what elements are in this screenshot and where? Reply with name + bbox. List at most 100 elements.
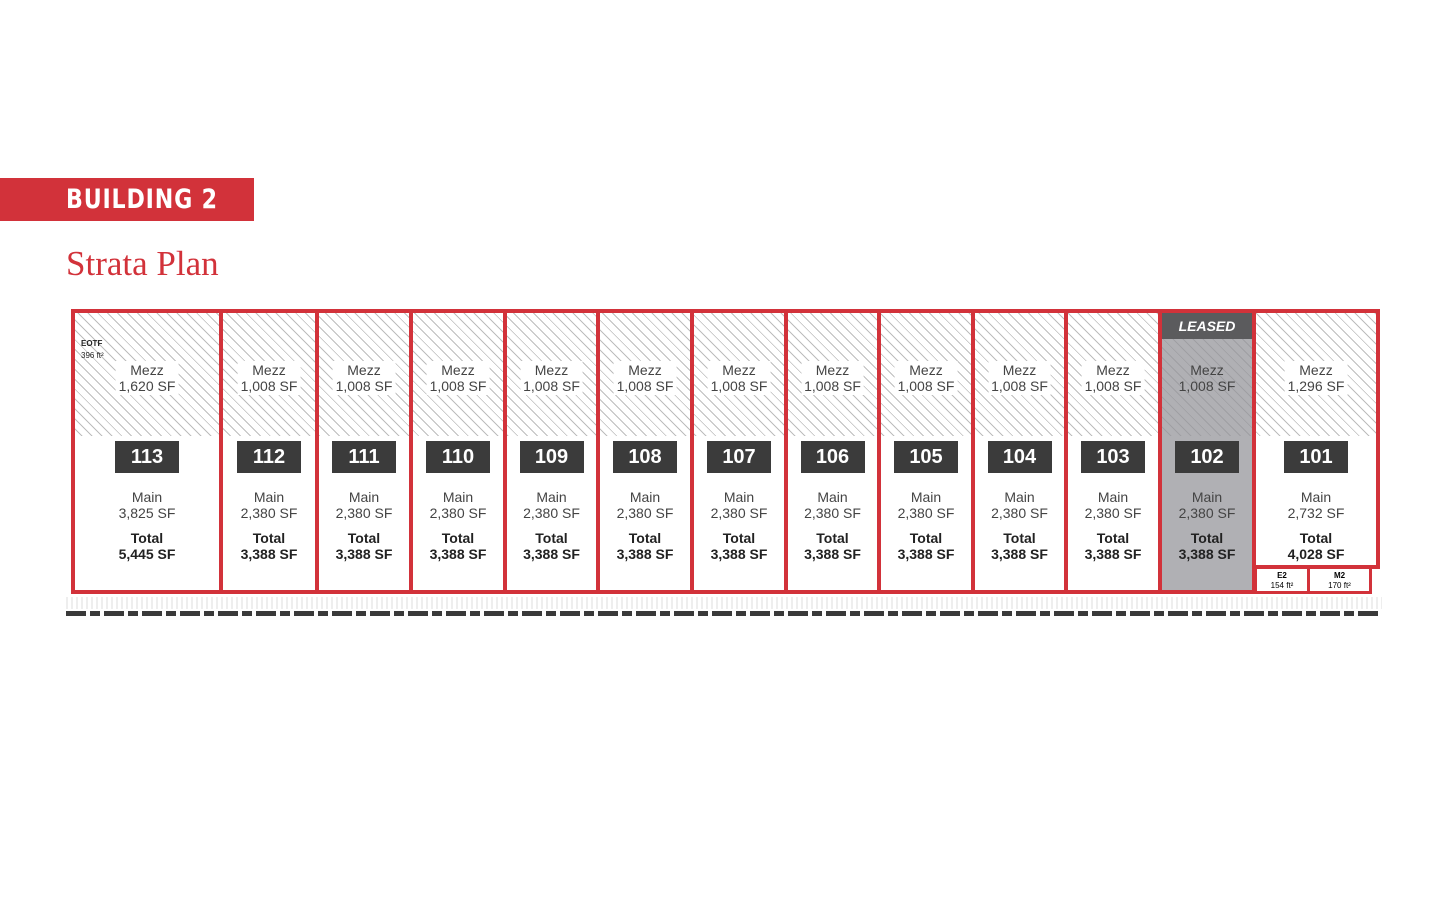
- unit-104[interactable]: Mezz 1,008 SF 104 Main 2,380 SF Total 3,388 SF: [971, 309, 1068, 594]
- building-title: BUILDING 2: [66, 184, 218, 215]
- mezz-sf: 1,008 SF: [240, 378, 298, 394]
- total-area: Total 3,388 SF: [1068, 530, 1158, 562]
- main-sf: 2,380 SF: [897, 505, 955, 521]
- unit-108[interactable]: Mezz 1,008 SF 108 Main 2,380 SF Total 3,388 SF: [596, 309, 694, 594]
- unit-110[interactable]: Mezz 1,008 SF 110 Main 2,380 SF Total 3,388 SF: [409, 309, 507, 594]
- unit-107[interactable]: Mezz 1,008 SF 107 Main 2,380 SF Total 3,388 SF: [690, 309, 788, 594]
- mezz-area: Mezz 1,008 SF: [988, 361, 1051, 395]
- mezz-area: Mezz 1,008 SF: [613, 361, 677, 395]
- mezz-area: Mezz 1,008 SF: [332, 361, 396, 395]
- main-sf: 2,380 SF: [616, 505, 674, 521]
- unit-102[interactable]: LEASED Mezz 1,008 SF 102 Main 2,380 SF Total 3,…: [1158, 309, 1256, 594]
- total-area: Total 3,388 SF: [413, 530, 503, 562]
- total-area: Total 5,445 SF: [75, 530, 219, 562]
- mezz-label: Mezz: [628, 362, 662, 378]
- mezz-area: Mezz 1,008 SF: [894, 361, 958, 395]
- main-area: Main 2,380 SF: [223, 489, 315, 521]
- unit-113[interactable]: Mezz 1,620 SF 113 Main 3,825 SF Total 5,445 SF: [71, 309, 223, 594]
- unit-number: 110: [426, 441, 490, 473]
- mezz-sf: 1,008 SF: [616, 378, 674, 394]
- ground-strip: [66, 597, 1382, 609]
- mezz-label: Mezz: [909, 362, 943, 378]
- main-sf: 2,380 SF: [1178, 505, 1236, 521]
- total-area: Total 3,388 SF: [319, 530, 409, 562]
- mezz-area: Mezz 1,008 SF: [1081, 361, 1145, 395]
- main-label: Main: [348, 489, 380, 505]
- total-label: Total: [1190, 530, 1224, 546]
- main-area: Main 2,380 SF: [975, 489, 1064, 521]
- total-sf: 3,388 SF: [710, 546, 768, 562]
- main-label: Main: [1097, 489, 1129, 505]
- main-label: Main: [1191, 489, 1223, 505]
- mezz-sf: 1,008 SF: [1084, 378, 1142, 394]
- total-sf: 3,388 SF: [240, 546, 298, 562]
- total-label: Total: [347, 530, 381, 546]
- building-banner: BUILDING 2: [0, 178, 254, 221]
- mezz-label: Mezz: [1299, 362, 1333, 378]
- unit-111[interactable]: Mezz 1,008 SF 111 Main 2,380 SF Total 3,388 SF: [315, 309, 413, 594]
- room-name: E2: [1277, 571, 1287, 580]
- mezz-label: Mezz: [815, 362, 850, 378]
- total-area: Total 3,388 SF: [694, 530, 784, 562]
- total-area: Total 3,388 SF: [1162, 530, 1252, 562]
- total-sf: 3,388 SF: [1084, 546, 1142, 562]
- property-line: [66, 611, 1382, 616]
- mezz-label: Mezz: [441, 362, 475, 378]
- unit-105[interactable]: Mezz 1,008 SF 105 Main 2,380 SF Total 3,388 SF: [877, 309, 975, 594]
- room-eotf: EOTF 396 ft²: [81, 338, 104, 362]
- main-area: Main 2,380 SF: [413, 489, 503, 521]
- mezz-sf: 1,008 SF: [897, 378, 955, 394]
- room-name: EOTF: [81, 339, 103, 348]
- mezz-sf: 1,008 SF: [523, 378, 580, 394]
- main-sf: 2,380 SF: [710, 505, 768, 521]
- total-label: Total: [628, 530, 662, 546]
- total-sf: 3,388 SF: [616, 546, 674, 562]
- unit-number: 109: [519, 441, 584, 473]
- mezz-sf: 1,008 SF: [710, 378, 768, 394]
- mezz-label: Mezz: [534, 362, 569, 378]
- total-label: Total: [816, 530, 849, 546]
- main-sf: 2,380 SF: [335, 505, 393, 521]
- total-label: Total: [909, 530, 943, 546]
- mezz-sf: 1,008 SF: [1178, 378, 1236, 394]
- unit-101[interactable]: Mezz 1,296 SF 101 Main 2,732 SF Total 4,028 SF: [1252, 309, 1380, 569]
- mezz-sf: 1,008 SF: [804, 378, 861, 394]
- main-sf: 2,380 SF: [429, 505, 487, 521]
- unit-109[interactable]: Mezz 1,008 SF 109 Main 2,380 SF Total 3,388 SF: [503, 309, 600, 594]
- main-sf: 2,380 SF: [523, 505, 580, 521]
- mezz-label: Mezz: [130, 362, 164, 378]
- unit-number: 113: [115, 441, 179, 473]
- mezz-area: Mezz 1,008 SF: [426, 361, 490, 395]
- main-sf: 2,380 SF: [991, 505, 1048, 521]
- unit-112[interactable]: Mezz 1,008 SF 112 Main 2,380 SF Total 3,388 SF: [219, 309, 319, 594]
- mezz-area: Mezz 1,008 SF: [1176, 361, 1239, 395]
- page-subtitle: Strata Plan: [66, 244, 219, 283]
- main-area: Main 2,380 SF: [319, 489, 409, 521]
- total-sf: 5,445 SF: [118, 546, 176, 562]
- mezz-area: Mezz 1,620 SF: [115, 361, 179, 395]
- main-area: Main 2,732 SF: [1256, 489, 1376, 521]
- room-area: 170 ft²: [1328, 581, 1351, 590]
- total-label: Total: [252, 530, 286, 546]
- main-label: Main: [1300, 489, 1332, 505]
- total-label: Total: [535, 530, 568, 546]
- main-area: Main 2,380 SF: [1162, 489, 1252, 521]
- main-label: Main: [1004, 489, 1035, 505]
- unit-number: 107: [707, 441, 771, 473]
- unit-106[interactable]: Mezz 1,008 SF 106 Main 2,380 SF Total 3,388 SF: [784, 309, 881, 594]
- main-sf: 2,380 SF: [804, 505, 861, 521]
- unit-number: 106: [800, 441, 865, 473]
- total-area: Total 3,388 SF: [507, 530, 596, 562]
- room-m2: M2 170 ft²: [1307, 566, 1372, 594]
- unit-103[interactable]: Mezz 1,008 SF 103 Main 2,380 SF Total 3,388 SF: [1064, 309, 1162, 594]
- mezz-sf: 1,620 SF: [118, 378, 176, 394]
- mezz-label: Mezz: [1002, 362, 1037, 378]
- main-sf: 2,732 SF: [1287, 505, 1345, 521]
- total-area: Total 3,388 SF: [223, 530, 315, 562]
- main-area: Main 2,380 SF: [788, 489, 877, 521]
- total-area: Total 3,388 SF: [975, 530, 1064, 562]
- room-name: M2: [1333, 571, 1346, 580]
- unit-number: 104: [987, 441, 1052, 473]
- total-sf: 3,388 SF: [523, 546, 580, 562]
- unit-number: 103: [1081, 441, 1145, 473]
